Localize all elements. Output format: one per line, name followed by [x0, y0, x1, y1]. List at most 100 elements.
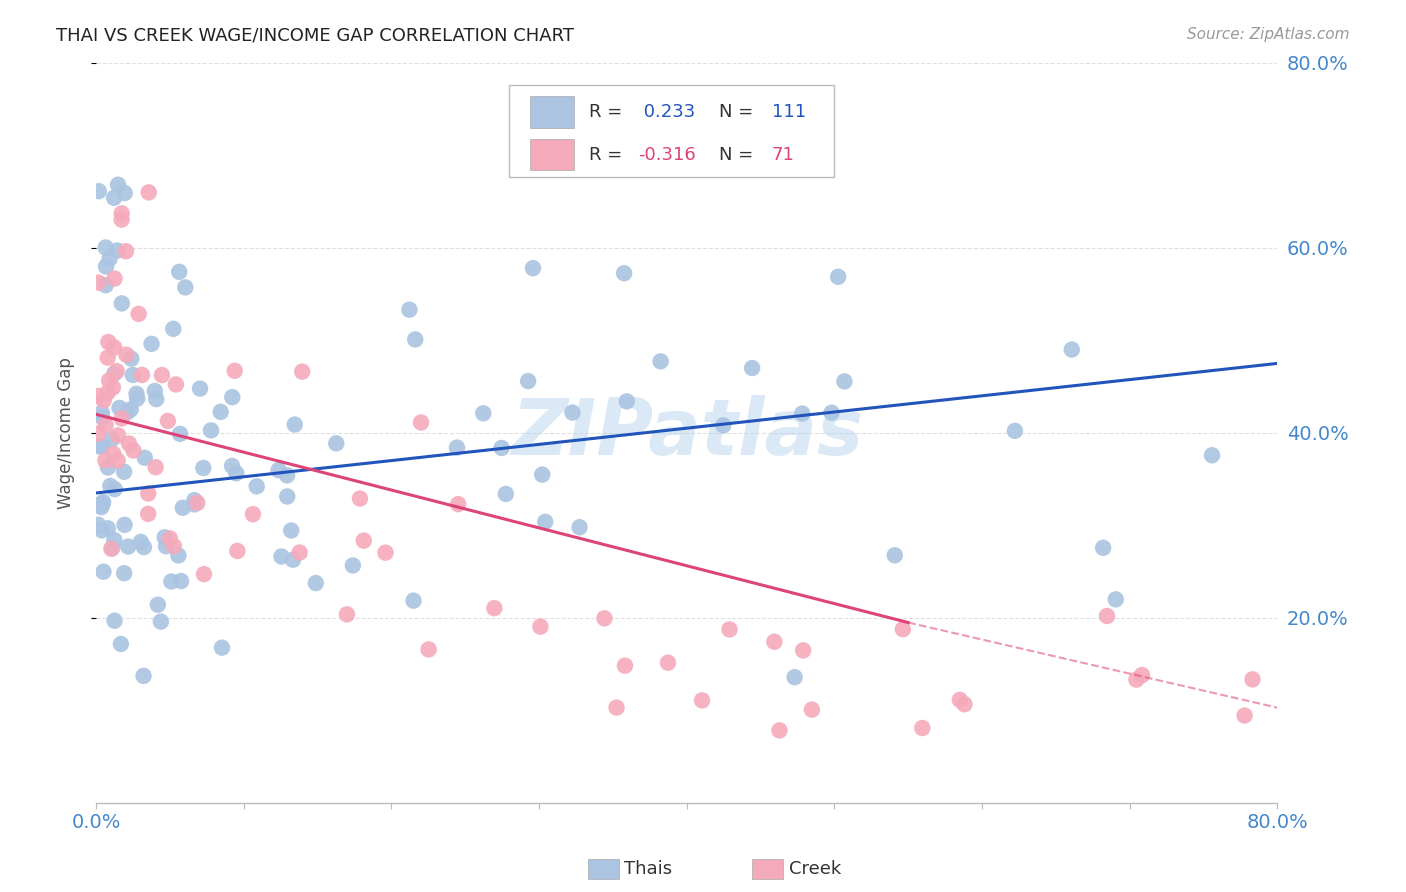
Point [657, 656, 679, 670]
Point [103, 341, 125, 355]
Point [97, 385, 120, 400]
Text: 0.233: 0.233 [638, 103, 696, 121]
Point [221, 390, 243, 404]
Point [103, 271, 125, 285]
Point [911, 721, 934, 735]
Point [105, 244, 128, 258]
Point [127, 392, 149, 406]
Text: R =: R = [589, 145, 627, 163]
Point [103, 533, 125, 547]
Point [131, 368, 153, 382]
Point [97, 351, 120, 365]
Point [163, 539, 186, 553]
Point [104, 482, 127, 496]
Point [170, 574, 193, 588]
Point [446, 441, 468, 455]
Point [90, 500, 112, 515]
Point [120, 402, 142, 417]
Point [167, 549, 190, 563]
Point [741, 361, 763, 376]
Point [136, 486, 159, 500]
Point [398, 302, 420, 317]
Point [404, 332, 426, 346]
Point [101, 380, 124, 394]
Point [90, 524, 112, 538]
Point [193, 461, 215, 475]
Point [711, 418, 734, 433]
Point [763, 634, 786, 648]
Point [718, 623, 741, 637]
Point [1201, 448, 1223, 462]
Point [200, 423, 222, 437]
Point [87, 184, 110, 198]
Text: 111: 111 [772, 103, 806, 121]
Point [87, 426, 110, 441]
Point [561, 406, 583, 420]
Point [132, 669, 155, 683]
Point [186, 496, 208, 510]
Point [221, 458, 243, 473]
Point [134, 450, 156, 465]
Point [114, 517, 136, 532]
Point [146, 598, 169, 612]
Point [276, 468, 298, 483]
Point [103, 447, 125, 461]
Point [153, 530, 176, 544]
Point [169, 426, 191, 441]
Point [281, 552, 304, 566]
Point [94, 453, 117, 467]
Point [568, 520, 591, 534]
Point [114, 186, 136, 200]
Point [160, 574, 183, 589]
Point [138, 186, 160, 200]
Point [529, 619, 551, 633]
Point [93, 393, 115, 408]
Y-axis label: Wage/Income Gap: Wage/Income Gap [58, 357, 75, 508]
Point [117, 405, 139, 419]
Point [768, 723, 790, 738]
Point [172, 500, 194, 515]
Point [112, 566, 135, 581]
Point [91, 440, 114, 454]
Point [1095, 609, 1118, 624]
Point [105, 364, 128, 378]
Point [149, 615, 172, 629]
Point [418, 642, 440, 657]
Point [783, 670, 806, 684]
Point [117, 540, 139, 554]
Point [690, 693, 713, 707]
Point [613, 658, 636, 673]
Point [87, 439, 110, 453]
Text: THAI VS CREEK WAGE/INCOME GAP CORRELATION CHART: THAI VS CREEK WAGE/INCOME GAP CORRELATIO… [56, 27, 574, 45]
Point [246, 479, 269, 493]
Bar [530, 139, 575, 170]
Text: ZIPatlas: ZIPatlas [510, 395, 863, 471]
Point [472, 406, 495, 420]
Point [136, 507, 159, 521]
Point [820, 406, 842, 420]
Point [145, 460, 167, 475]
Point [267, 463, 290, 477]
Point [97, 460, 120, 475]
Point [94, 278, 117, 293]
Point [325, 436, 347, 450]
Point [120, 351, 142, 366]
Point [101, 433, 124, 447]
Point [211, 640, 233, 655]
Point [98, 479, 121, 493]
Point [87, 517, 110, 532]
Point [107, 428, 129, 442]
Point [111, 411, 134, 425]
Point [616, 394, 638, 409]
Point [1004, 424, 1026, 438]
Point [1130, 668, 1153, 682]
Point [276, 490, 298, 504]
Point [349, 491, 371, 506]
Point [91, 410, 114, 425]
Text: N =: N = [718, 145, 759, 163]
Point [183, 493, 205, 508]
Point [650, 354, 672, 368]
Point [103, 367, 125, 381]
Point [270, 549, 292, 564]
Point [183, 497, 205, 511]
